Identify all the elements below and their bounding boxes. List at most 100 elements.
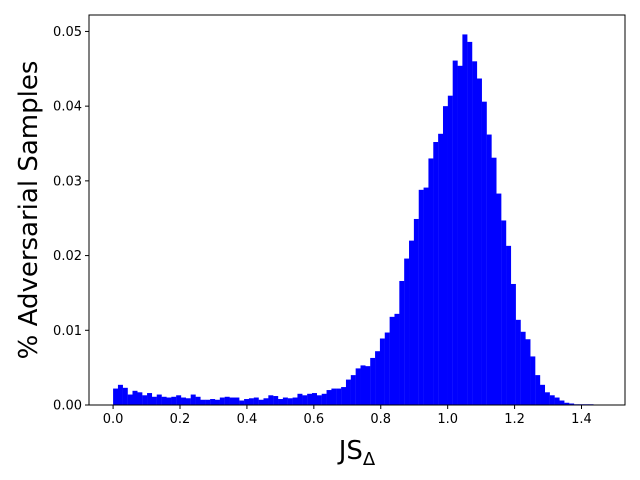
histogram-bar bbox=[268, 395, 274, 405]
x-axis-ticks: 0.0 0.2 0.4 0.6 0.8 1.0 1.2 1.4 bbox=[103, 405, 592, 427]
histogram-bar bbox=[176, 395, 182, 405]
histogram-bar bbox=[428, 158, 434, 405]
histogram-bar bbox=[151, 396, 157, 405]
histogram-bar bbox=[190, 394, 196, 405]
histogram-bar bbox=[413, 218, 419, 405]
histogram-bar bbox=[278, 399, 284, 405]
x-tick-label: 0.0 bbox=[103, 412, 124, 427]
histogram-bar bbox=[447, 95, 453, 406]
histogram-bar bbox=[307, 393, 313, 405]
histogram-bar bbox=[127, 394, 133, 405]
x-tick-label: 0.6 bbox=[303, 412, 324, 427]
histogram-bar bbox=[166, 397, 172, 405]
histogram-bar bbox=[418, 189, 424, 405]
histogram-bar bbox=[360, 365, 366, 405]
histogram-bar bbox=[569, 403, 575, 405]
histogram-bar bbox=[345, 379, 351, 405]
histogram-bar bbox=[535, 375, 541, 405]
histogram-bar bbox=[515, 319, 521, 405]
y-tick-label: 0.00 bbox=[53, 399, 82, 414]
histogram-bar bbox=[244, 399, 250, 405]
x-tick-label: 1.4 bbox=[571, 412, 592, 427]
y-tick-label: 0.03 bbox=[53, 174, 82, 189]
histogram-bar bbox=[171, 396, 177, 405]
histogram-bar bbox=[442, 106, 448, 406]
histogram-bar bbox=[113, 388, 119, 405]
histogram-bar bbox=[491, 157, 497, 405]
histogram-bar bbox=[224, 396, 230, 405]
histogram-bar bbox=[147, 393, 153, 405]
histogram-bar bbox=[137, 392, 143, 405]
histogram-bar bbox=[326, 390, 332, 405]
histogram-bar bbox=[229, 397, 235, 405]
histogram-bar bbox=[496, 193, 502, 405]
y-axis-title: % Adversarial Samples bbox=[14, 61, 44, 360]
histogram-bar bbox=[142, 395, 148, 405]
histogram-bar bbox=[282, 397, 288, 405]
histogram-bar bbox=[540, 384, 546, 405]
histogram-bar bbox=[273, 396, 279, 405]
histogram-bar bbox=[316, 395, 322, 405]
histogram-bar bbox=[452, 60, 458, 406]
histogram-bar bbox=[554, 397, 560, 405]
histogram-bar bbox=[302, 395, 308, 405]
histogram-bar bbox=[132, 390, 138, 405]
histogram-bar bbox=[205, 399, 211, 405]
histogram-bar bbox=[404, 258, 410, 405]
x-tick-label: 1.2 bbox=[504, 412, 525, 427]
histogram-bar bbox=[321, 393, 327, 405]
histogram-bar bbox=[559, 400, 565, 405]
x-tick-label: 0.4 bbox=[237, 412, 258, 427]
histogram-bar bbox=[375, 351, 381, 405]
histogram-bar bbox=[355, 368, 361, 405]
histogram-bar bbox=[336, 388, 342, 405]
histogram-bar bbox=[200, 399, 206, 405]
histogram-bar bbox=[370, 357, 376, 405]
histogram-bar bbox=[219, 397, 225, 405]
histogram-bar bbox=[549, 395, 555, 405]
histogram-bar bbox=[379, 338, 385, 405]
histogram-bar bbox=[467, 41, 473, 406]
histogram-bar bbox=[341, 387, 347, 405]
x-axis-title-main: JS bbox=[337, 436, 363, 466]
histogram-bar bbox=[409, 240, 415, 405]
x-tick-label: 0.2 bbox=[170, 412, 191, 427]
histogram-bar bbox=[248, 398, 254, 405]
y-tick-label: 0.04 bbox=[53, 100, 82, 115]
histogram-bar bbox=[433, 142, 439, 406]
histogram-bar bbox=[292, 397, 298, 405]
histogram-bar bbox=[457, 65, 463, 405]
x-axis-title-subscript: Δ bbox=[363, 449, 376, 470]
histogram-bar bbox=[331, 388, 337, 405]
histogram-bar bbox=[365, 366, 371, 405]
y-tick-label: 0.01 bbox=[53, 324, 82, 339]
histogram-bar bbox=[239, 400, 245, 405]
x-tick-label: 1.0 bbox=[437, 412, 458, 427]
y-axis-ticks: 0.00 0.01 0.02 0.03 0.04 0.05 bbox=[53, 25, 89, 414]
histogram-bar bbox=[253, 397, 259, 405]
histogram-bar bbox=[258, 399, 264, 405]
histogram-bar bbox=[181, 397, 187, 405]
histogram-bar bbox=[234, 397, 240, 405]
histogram-bar bbox=[399, 280, 405, 405]
histogram-bar bbox=[481, 101, 487, 406]
histogram-bar bbox=[311, 393, 318, 405]
histogram-bars bbox=[113, 34, 594, 406]
histogram-bar bbox=[501, 220, 507, 405]
histogram-bar bbox=[506, 245, 512, 405]
histogram-bar bbox=[462, 34, 468, 405]
histogram-bar bbox=[297, 393, 303, 405]
y-tick-label: 0.02 bbox=[53, 249, 82, 264]
histogram-bar bbox=[263, 398, 269, 405]
histogram-bar bbox=[122, 387, 128, 405]
histogram-bar bbox=[117, 384, 123, 405]
histogram-bar bbox=[350, 375, 356, 405]
histogram-bar bbox=[525, 339, 531, 405]
histogram-bar bbox=[544, 392, 550, 405]
histogram-bar bbox=[156, 394, 162, 405]
histogram-bar bbox=[161, 396, 167, 405]
histogram-bar bbox=[438, 133, 444, 406]
histogram-bar bbox=[389, 316, 395, 405]
x-tick-label: 0.8 bbox=[370, 412, 391, 427]
